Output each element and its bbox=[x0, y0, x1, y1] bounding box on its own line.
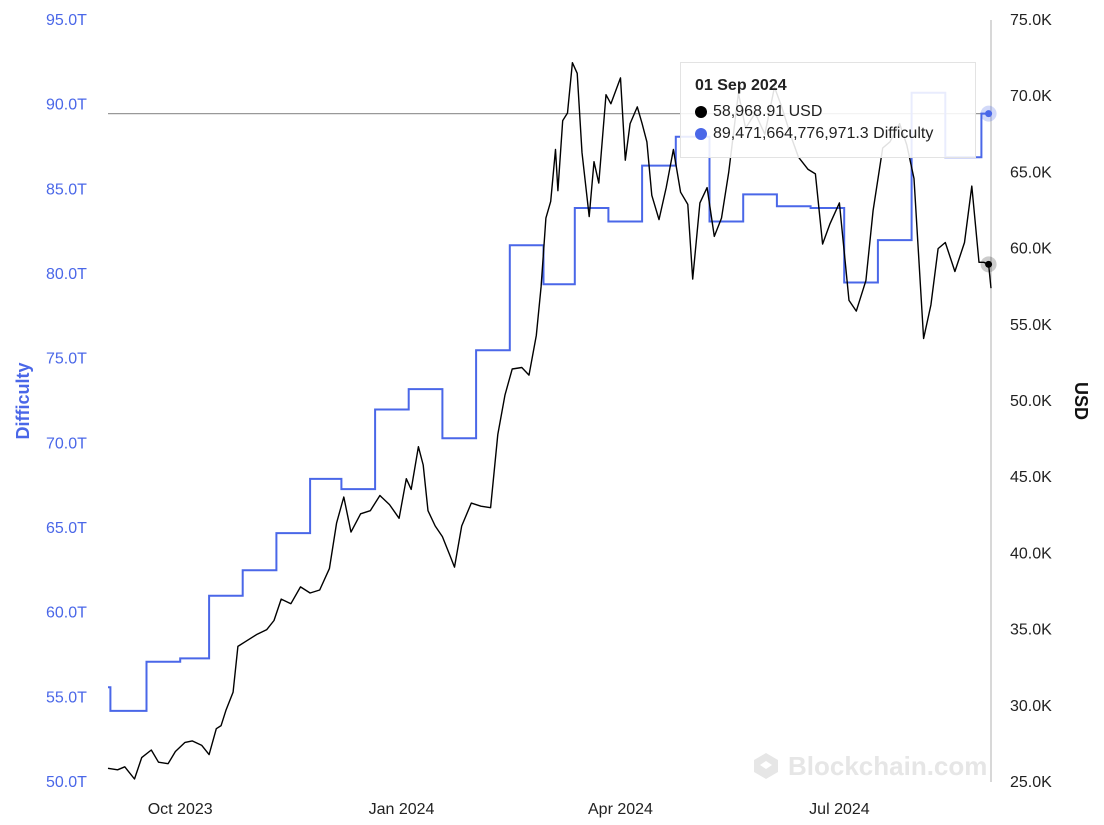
left-tick-label: 70.0T bbox=[46, 435, 87, 452]
tooltip-price-row: 58,968.91 USD bbox=[695, 103, 961, 121]
blockchain-logo-icon bbox=[754, 753, 778, 779]
left-tick-label: 75.0T bbox=[46, 351, 87, 368]
right-tick-label: 40.0K bbox=[1010, 545, 1052, 562]
x-tick-label: Apr 2024 bbox=[588, 801, 653, 818]
left-tick-label: 65.0T bbox=[46, 520, 87, 537]
x-tick-label: Jan 2024 bbox=[369, 801, 435, 818]
tooltip: 01 Sep 2024 58,968.91 USD 89,471,664,776… bbox=[680, 62, 976, 158]
price-dot-icon bbox=[695, 106, 707, 118]
left-tick-label: 50.0T bbox=[46, 774, 87, 791]
tooltip-difficulty-row: 89,471,664,776,971.3 Difficulty bbox=[695, 125, 961, 143]
right-tick-label: 70.0K bbox=[1010, 88, 1052, 105]
difficulty-dot-icon bbox=[695, 128, 707, 140]
right-tick-label: 60.0K bbox=[1010, 241, 1052, 258]
x-tick-label: Jul 2024 bbox=[809, 801, 870, 818]
right-axis-title: USD bbox=[1071, 382, 1091, 420]
watermark-text: Blockchain.com bbox=[788, 751, 987, 781]
left-axis-title: Difficulty bbox=[13, 362, 33, 439]
right-tick-label: 65.0K bbox=[1010, 164, 1052, 181]
left-tick-label: 85.0T bbox=[46, 181, 87, 198]
x-tick-label: Oct 2023 bbox=[148, 801, 213, 818]
right-tick-label: 50.0K bbox=[1010, 393, 1052, 410]
watermark: Blockchain.com bbox=[754, 751, 987, 781]
series-usd-line bbox=[107, 62, 992, 780]
left-tick-label: 55.0T bbox=[46, 689, 87, 706]
tooltip-difficulty: 89,471,664,776,971.3 Difficulty bbox=[713, 125, 934, 142]
left-tick-label: 60.0T bbox=[46, 605, 87, 622]
series-layer bbox=[107, 62, 992, 780]
right-axis-ticks: 25.0K 30.0K 35.0K 40.0K 45.0K 50.0K 55.0K 60.0K… bbox=[1010, 12, 1052, 791]
right-tick-label: 45.0K bbox=[1010, 469, 1052, 486]
tooltip-date: 01 Sep 2024 bbox=[695, 77, 787, 94]
right-tick-label: 55.0K bbox=[1010, 317, 1052, 334]
difficulty-hover-point bbox=[985, 110, 993, 118]
right-tick-label: 35.0K bbox=[1010, 622, 1052, 639]
right-tick-label: 75.0K bbox=[1010, 12, 1052, 29]
right-tick-label: 30.0K bbox=[1010, 698, 1052, 715]
tooltip-price: 58,968.91 USD bbox=[713, 103, 823, 120]
left-tick-label: 95.0T bbox=[46, 12, 87, 29]
right-tick-label: 25.0K bbox=[1010, 774, 1052, 791]
hover-markers bbox=[980, 105, 997, 273]
left-tick-label: 90.0T bbox=[46, 97, 87, 114]
left-axis-ticks: 50.0T 55.0T 60.0T 65.0T 70.0T 75.0T 80.0T 85.0T… bbox=[46, 12, 87, 791]
usd-hover-point bbox=[985, 260, 993, 268]
series-difficulty-line bbox=[108, 91, 989, 712]
left-tick-label: 80.0T bbox=[46, 266, 87, 283]
x-axis-ticks: Oct 2023 Jan 2024 Apr 2024 Jul 2024 bbox=[148, 801, 870, 818]
